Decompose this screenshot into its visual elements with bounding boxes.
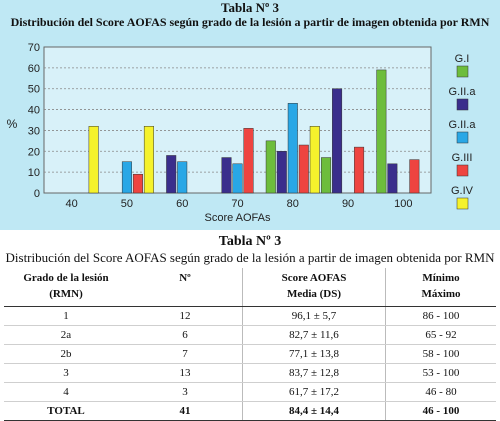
cell-score: 83,7 ± 12,8: [242, 363, 386, 383]
cell-n: 13: [128, 363, 243, 383]
header-grado-line2: (RMN): [49, 288, 83, 300]
bar: [376, 69, 387, 194]
legend-swatch: [456, 65, 469, 78]
cell-grado: 4: [4, 382, 128, 402]
cell-n: 3: [128, 382, 243, 402]
cell-minmax: 46 - 80: [385, 382, 496, 402]
cell-n: 12: [128, 306, 243, 326]
header-grado: Grado de la lesión (RMN): [4, 268, 128, 307]
bar: [143, 126, 154, 194]
chart-figure: Tabla Nº 3 Distribución del Score AOFAS …: [0, 0, 500, 230]
y-tick-label: 50: [28, 84, 40, 96]
cell-score: 96,1 ± 5,7: [242, 306, 386, 326]
cell-minmax: 53 - 100: [385, 363, 496, 383]
y-tick-label: 60: [28, 63, 40, 75]
bar-chart: 0 10 20 30 40 50 60 70% 40 50 60 70 80 90 100 Score AOF…: [7, 42, 477, 224]
table-row: 2b 7 77,1 ± 13,8 58 - 100: [4, 344, 496, 364]
chart-subtitle: Distribución del Score AOFAS según grado…: [10, 15, 490, 29]
total-n: 41: [128, 401, 243, 421]
cell-score: 82,7 ± 11,6: [242, 325, 386, 345]
x-tick-label: 40: [66, 198, 78, 210]
x-tick-label: 100: [394, 198, 412, 210]
total-label: TOTAL: [4, 401, 128, 421]
cell-grado: 3: [4, 363, 128, 383]
header-score-line1: Score AOFAS: [281, 272, 347, 284]
table-row: 2a 6 82,7 ± 11,6 65 - 92: [4, 325, 496, 345]
header-n-line1: Nº: [179, 272, 191, 284]
bar: [265, 140, 276, 194]
bar: [321, 157, 332, 194]
x-tick-label: 90: [342, 198, 354, 210]
x-axis-label: Score AOFAs: [204, 212, 271, 224]
bar: [387, 163, 398, 194]
table-row: 1 12 96,1 ± 5,7 86 - 100: [4, 306, 496, 326]
header-minmax: Mínimo Máximo: [385, 268, 496, 307]
cell-minmax: 65 - 92: [385, 325, 496, 345]
y-tick-label: 20: [28, 146, 40, 158]
bar: [88, 126, 99, 194]
bar: [309, 126, 320, 194]
header-score-line2: Media (DS): [286, 288, 342, 300]
legend-swatch: [456, 164, 469, 177]
bar: [287, 103, 298, 194]
table-total-row: TOTAL 41 84,4 ± 14,4 46 - 100: [4, 401, 496, 421]
y-tick-label: 0: [34, 188, 40, 200]
bar: [177, 161, 188, 194]
legend-label: G.II.a: [449, 119, 477, 131]
bar: [232, 163, 243, 194]
bar: [332, 88, 343, 194]
header-score: Score AOFAS Media (DS): [242, 268, 386, 307]
y-tick-label: 10: [28, 167, 40, 179]
legend-label: G.III: [452, 152, 473, 164]
total-score: 84,4 ± 14,4: [242, 401, 386, 421]
legend-swatch: [456, 131, 469, 144]
y-axis-label: %: [7, 117, 18, 131]
cell-grado: 1: [4, 306, 128, 326]
y-tick-label: 70: [28, 42, 40, 54]
cell-minmax: 86 - 100: [385, 306, 496, 326]
legend-label: G.I: [455, 53, 470, 65]
cell-grado: 2a: [4, 325, 128, 345]
cell-grado: 2b: [4, 344, 128, 364]
legend-label: G.IV: [451, 185, 474, 197]
bar: [132, 173, 143, 194]
table-row: 3 13 83,7 ± 12,8 53 - 100: [4, 363, 496, 383]
x-tick-label: 80: [287, 198, 299, 210]
header-minmax-line2: Máximo: [421, 288, 461, 300]
cell-score: 61,7 ± 17,2: [242, 382, 386, 402]
bar: [166, 155, 177, 194]
header-minmax-line1: Mínimo: [422, 272, 460, 284]
cell-score: 77,1 ± 13,8: [242, 344, 386, 364]
cell-n: 7: [128, 344, 243, 364]
bar: [298, 144, 309, 194]
bar: [221, 157, 232, 194]
cell-minmax: 58 - 100: [385, 344, 496, 364]
bar: [243, 128, 254, 194]
legend-label: G.II.a: [449, 86, 477, 98]
table-row: 4 3 61,7 ± 17,2 46 - 80: [4, 382, 496, 402]
legend-swatch: [456, 197, 469, 210]
table-title: Tabla Nº 3: [218, 234, 282, 249]
cell-n: 6: [128, 325, 243, 345]
bar: [409, 159, 420, 194]
x-tick-label: 50: [121, 198, 133, 210]
y-tick-label: 30: [28, 125, 40, 137]
bar: [276, 151, 287, 194]
legend-swatch: [456, 98, 469, 111]
chart-title: Tabla Nº 3: [221, 0, 279, 15]
x-tick-label: 70: [231, 198, 243, 210]
x-tick-label: 60: [176, 198, 188, 210]
header-grado-line1: Grado de la lesión: [23, 272, 109, 284]
total-minmax: 46 - 100: [385, 401, 496, 421]
bar: [121, 161, 132, 194]
table-header-row: Grado de la lesión (RMN) Nº Score AOFAS …: [4, 268, 496, 307]
header-n: Nº: [128, 268, 243, 307]
bar: [354, 146, 365, 194]
data-table: Grado de la lesión (RMN) Nº Score AOFAS …: [4, 268, 496, 421]
y-tick-label: 40: [28, 105, 40, 117]
table-subtitle: Distribución del Score AOFAS según grado…: [5, 250, 495, 265]
